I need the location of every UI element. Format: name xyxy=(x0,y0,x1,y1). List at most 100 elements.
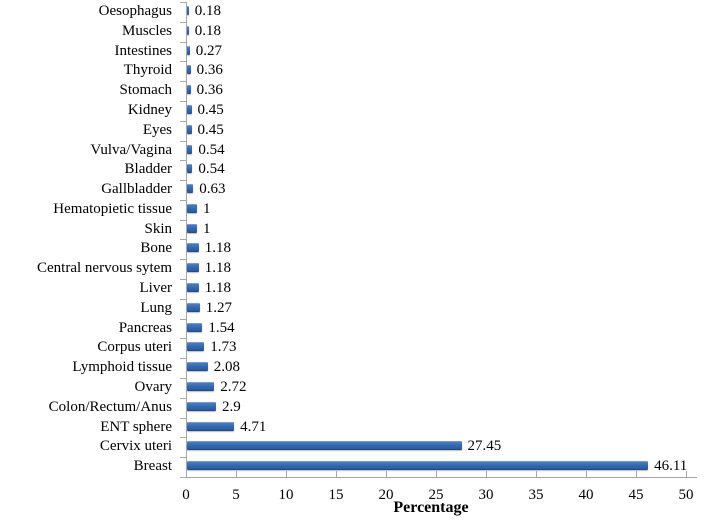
category-axis-tick xyxy=(180,457,186,459)
category-axis-tick xyxy=(180,358,186,360)
bar xyxy=(187,164,193,174)
category-axis-tick xyxy=(180,199,186,201)
category-label: Gallbladder xyxy=(101,181,172,198)
bar xyxy=(187,382,215,391)
category-label: Ovary xyxy=(134,379,173,395)
bar xyxy=(187,401,216,411)
value-label: 4.71 xyxy=(240,418,267,435)
category-label: Eyes xyxy=(142,121,172,138)
value-label: 0.63 xyxy=(199,181,226,198)
bar xyxy=(187,65,191,75)
bar xyxy=(187,302,200,312)
value-label: 1.18 xyxy=(204,260,232,277)
value-label: 0.18 xyxy=(194,3,222,19)
category-axis-line xyxy=(186,2,187,477)
category-axis-tick xyxy=(180,279,186,281)
value-label: 1.27 xyxy=(205,299,232,316)
value-label: 46.11 xyxy=(654,458,688,475)
category-axis-tick xyxy=(180,417,186,419)
value-label: 1.18 xyxy=(204,280,232,297)
category-axis-tick xyxy=(180,239,186,241)
x-axis-title: Percentage xyxy=(393,499,469,516)
category-axis-tick xyxy=(180,160,186,162)
category-label: Oesophagus xyxy=(98,3,172,19)
category-label: Breast xyxy=(133,458,172,475)
category-label: Bone xyxy=(140,240,172,257)
bar xyxy=(187,104,192,114)
value-label: 0.36 xyxy=(196,82,223,99)
category-label: Cervix uteri xyxy=(99,438,172,455)
category-label: Colon/Rectum/Anus xyxy=(48,398,172,415)
category-axis-tick xyxy=(180,41,186,43)
category-axis-tick xyxy=(180,100,186,102)
value-label: 1.54 xyxy=(208,319,235,336)
value-axis-line xyxy=(186,476,697,478)
category-axis-tick xyxy=(180,318,186,320)
category-label: Vulva/Vagina xyxy=(90,141,172,158)
value-label: 1 xyxy=(203,200,211,217)
category-label: Lung xyxy=(140,299,172,316)
value-axis-tick xyxy=(286,470,287,477)
value-label: 0.54 xyxy=(198,161,225,178)
bar xyxy=(187,342,205,352)
value-label: 0.45 xyxy=(197,101,224,118)
value-axis-tick-label: 40 xyxy=(578,486,594,503)
value-label: 2.72 xyxy=(220,379,247,395)
category-axis-tick xyxy=(180,437,186,439)
value-label: 2.08 xyxy=(213,359,241,376)
value-axis-tick-label: 0 xyxy=(182,486,190,503)
value-axis-tick xyxy=(186,470,187,477)
category-axis-tick xyxy=(180,140,186,142)
value-label: 0.18 xyxy=(194,22,222,39)
value-axis-tick-label: 20 xyxy=(378,486,394,503)
value-axis-tick xyxy=(636,470,637,477)
bar xyxy=(187,223,197,233)
value-axis-tick xyxy=(586,470,587,477)
category-label: Corpus uteri xyxy=(97,339,172,356)
category-axis-tick xyxy=(180,21,186,23)
category-label: ENT sphere xyxy=(100,418,172,435)
category-axis-tick xyxy=(180,219,186,221)
bar xyxy=(187,283,199,293)
value-axis-tick xyxy=(386,470,387,477)
bar xyxy=(187,124,192,134)
category-axis-tick xyxy=(180,298,186,300)
category-axis-tick xyxy=(180,180,186,182)
value-axis-tick xyxy=(236,470,237,477)
bar xyxy=(187,263,199,273)
value-label: 1.18 xyxy=(204,240,232,257)
value-axis-tick-label: 50 xyxy=(678,486,694,503)
value-axis-tick-label: 5 xyxy=(232,486,240,503)
value-axis-tick xyxy=(436,470,437,477)
category-axis-tick xyxy=(180,120,186,122)
bar xyxy=(187,25,189,35)
value-axis-tick-label: 15 xyxy=(328,486,344,503)
bar xyxy=(187,243,199,253)
value-axis-tick-label: 45 xyxy=(628,486,644,503)
category-axis-tick xyxy=(180,338,186,340)
category-label: Intestines xyxy=(114,42,173,59)
category-axis-tick xyxy=(180,476,186,478)
value-label: 0.36 xyxy=(196,62,223,79)
bar xyxy=(187,441,462,451)
bar xyxy=(187,362,208,372)
value-label: 0.54 xyxy=(198,141,225,158)
value-axis-tick xyxy=(686,470,687,477)
category-axis-tick xyxy=(180,397,186,399)
value-label: 0.45 xyxy=(197,121,224,138)
value-label: 1 xyxy=(203,220,211,237)
bar xyxy=(187,322,203,332)
bar xyxy=(187,184,194,194)
value-axis-tick xyxy=(486,470,487,477)
category-label: Skin xyxy=(144,220,172,237)
category-axis-tick xyxy=(180,378,186,379)
category-label: Hematopietic tissue xyxy=(53,200,172,217)
category-label: Thyroid xyxy=(123,62,172,79)
category-label: Central nervous sytem xyxy=(37,260,172,277)
category-axis-tick xyxy=(180,2,186,3)
value-axis-tick-label: 25 xyxy=(428,486,444,503)
value-axis-tick xyxy=(336,470,337,477)
category-label: Pancreas xyxy=(118,319,172,336)
bar xyxy=(187,85,191,95)
bar xyxy=(187,421,235,431)
